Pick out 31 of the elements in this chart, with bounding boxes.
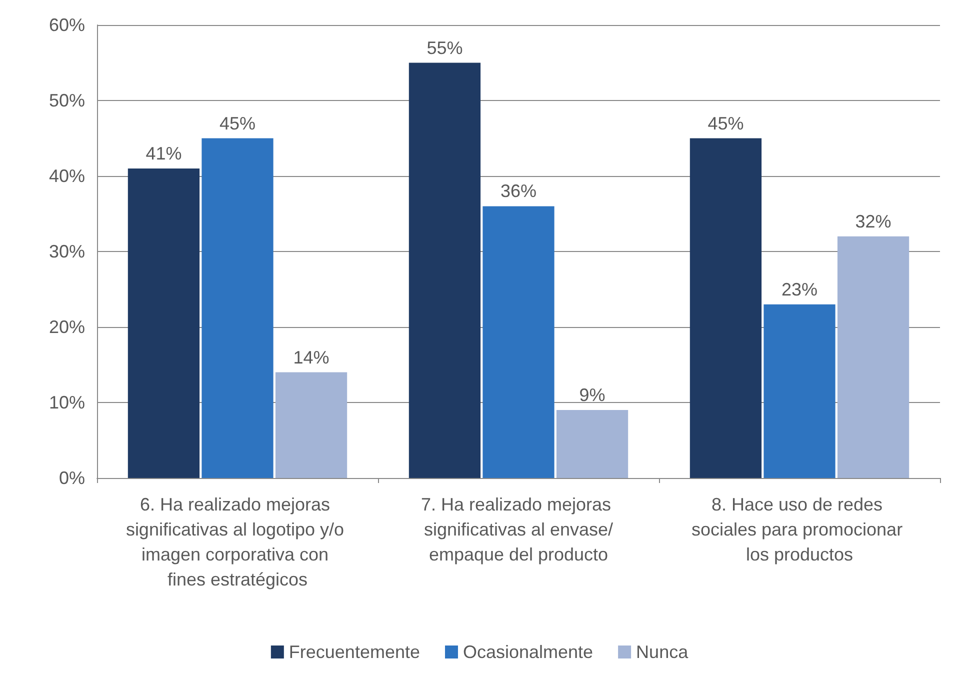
legend-label: Ocasionalmente	[462, 642, 594, 662]
bar	[408, 62, 481, 478]
x-tick-label: 8. Hace uso de redes sociales para promocionar los productos	[691, 494, 908, 564]
bar	[128, 168, 200, 478]
bar	[275, 372, 348, 478]
data-label: 9%	[579, 385, 606, 406]
data-label: 23%	[781, 279, 818, 300]
legend-label: Nunca	[636, 642, 690, 662]
bar	[837, 236, 910, 478]
y-tick-label: 40%	[48, 166, 85, 186]
bar	[202, 138, 274, 478]
data-label: 14%	[293, 347, 330, 368]
x-tick-label: 7. Ha realizado mejoras significativas al envase/empaque del producto	[420, 494, 616, 564]
bar	[482, 206, 554, 478]
y-tick-label: 20%	[48, 317, 85, 337]
data-label: 36%	[500, 181, 537, 202]
y-tick-label: 0%	[58, 468, 85, 488]
x-tick-label: 6. Ha realizado mejoras significativas al logotipo y/o imagen corporativa con fines estratégicos	[126, 494, 350, 590]
data-label: 45%	[219, 113, 256, 134]
data-label: 45%	[708, 113, 744, 134]
data-label: 55%	[426, 38, 463, 58]
bar	[556, 410, 628, 478]
data-label: 32%	[855, 211, 892, 232]
y-tick-label: 60%	[48, 15, 85, 35]
y-tick-label: 50%	[48, 90, 85, 110]
y-tick-label: 30%	[48, 242, 85, 262]
bar	[764, 304, 836, 478]
data-label: 41%	[146, 143, 182, 164]
bar	[690, 138, 762, 478]
legend-label: Frecuentemente	[288, 642, 420, 662]
y-tick-label: 10%	[48, 392, 85, 412]
